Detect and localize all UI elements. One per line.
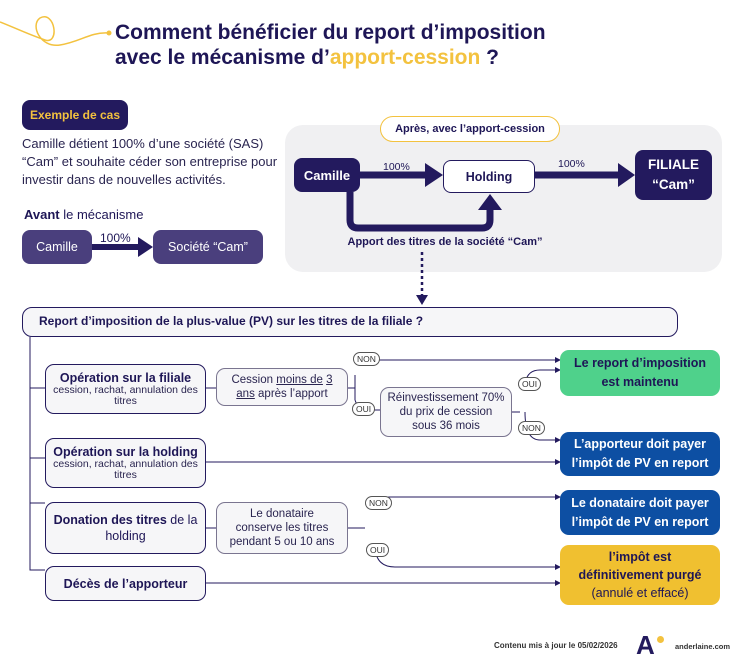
case-filiale-sub: cession, rachat, annulation des titres [53,384,198,407]
before-societe-box: Société “Cam” [153,230,263,264]
cond-cession-text-2: après l’apport [254,388,328,400]
before-camille-box: Camille [22,230,92,264]
result-apporteur: L’apporteur doit payer l’impôt de PV en … [560,432,720,476]
update-date: Contenu mis à jour le 05/02/2026 [494,641,618,650]
filiale-line-2: “Cam” [652,177,695,192]
case-holding: Opération sur la holding cession, rachat,… [45,438,206,488]
title-line-2: avec le mécanisme d’ [115,46,330,69]
answer-yes: OUI [518,377,542,391]
logo-dot-icon [657,636,664,643]
cond-cession-text: Cession [231,374,277,386]
case-holding-sub: cession, rachat, annulation des titres [53,458,198,481]
holding-box: Holding [443,160,535,193]
case-donation: Donation des titres de la holding [45,502,206,554]
before-label-bold: Avant [24,207,60,222]
answer-yes: OUI [366,543,390,557]
cond-cession-u2: 3 ans [236,374,333,400]
decorative-swirl-icon [0,16,112,46]
cond-reinvest: Réinvestissement 70% du prix de cession … [380,387,512,437]
example-text: Camille détient 100% d’une société (SAS)… [22,136,278,187]
result-maintenu: Le report d’imposition est maintenu [560,350,720,396]
after-pct-1: 100% [383,161,410,173]
question-box: Report d’imposition de la plus-value (PV… [22,307,678,337]
case-holding-title: Opération sur la holding [53,445,198,459]
title-highlight: apport-cession [329,46,481,69]
apport-arrow [346,192,494,232]
brand-logo: A [636,630,655,660]
cond-cession-u1: moins de [276,374,323,386]
page-title: Comment bénéficier du report d’impositio… [115,20,546,70]
title-line-1: Comment bénéficier du report d’impositio… [115,21,546,44]
answer-no: NON [518,421,545,435]
site-link[interactable]: anderlaine.com [675,642,731,651]
result-donataire: Le donataire doit payer l’impôt de PV en… [560,490,720,535]
answer-yes: OUI [352,402,376,416]
answer-no: NON [365,496,392,510]
apport-label: Apport des titres de la société “Cam” [347,236,543,248]
title-suffix: ? [480,46,500,69]
cond-donataire: Le donataire conserve les titres pendant… [216,502,348,554]
cond-cession: Cession moins de 3 ans après l’apport [216,368,348,406]
case-deces: Décès de l’apporteur [45,566,206,601]
case-filiale: Opération sur la filiale cession, rachat,… [45,364,206,414]
before-pct: 100% [100,231,131,245]
case-deces-title: Décès de l’apporteur [63,576,188,591]
example-badge: Exemple de cas [22,100,128,130]
filiale-box: FILIALE “Cam” [635,150,712,200]
result-purge-bold: l’impôt est définitivement purgé [578,550,702,582]
result-purge: l’impôt est définitivement purgé (annulé … [560,545,720,605]
case-filiale-title: Opération sur la filiale [59,371,192,385]
after-camille-box: Camille [294,158,360,192]
case-donation-rest: de la holding [105,513,198,543]
after-pill: Après, avec l’apport-cession [380,116,560,142]
answer-no: NON [353,352,380,366]
result-purge-rest: (annulé et effacé) [591,586,689,600]
before-label-rest: le mécanisme [59,207,144,222]
after-pct-2: 100% [558,158,585,170]
filiale-line-1: FILIALE [648,157,699,172]
case-donation-bold: Donation des titres [53,513,167,527]
before-label: Avant le mécanisme [24,207,143,222]
